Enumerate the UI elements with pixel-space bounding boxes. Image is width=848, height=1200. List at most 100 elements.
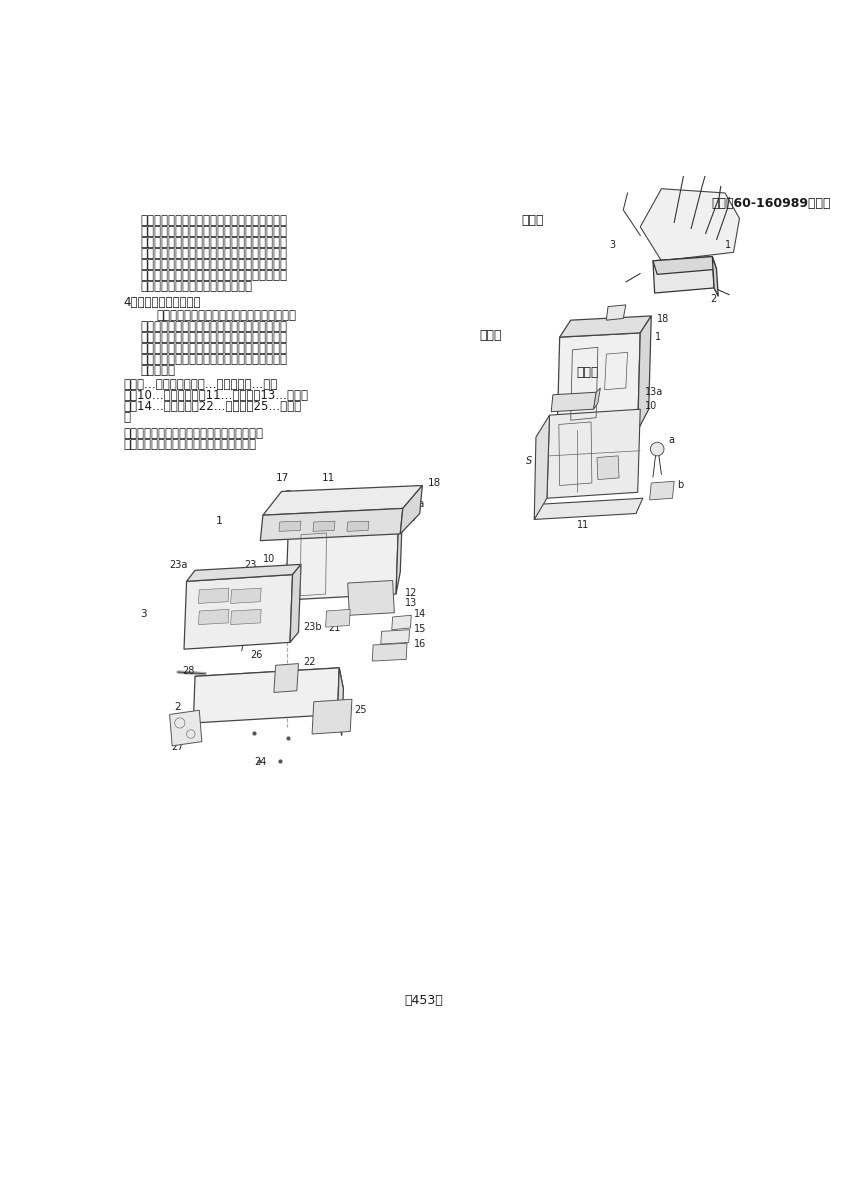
Polygon shape <box>326 610 350 628</box>
Text: 2: 2 <box>174 702 181 713</box>
Text: 第３図: 第３図 <box>577 366 600 379</box>
Text: 17: 17 <box>276 473 289 484</box>
Polygon shape <box>381 630 410 644</box>
Text: 25: 25 <box>354 704 367 715</box>
Text: パ: パ <box>123 410 130 424</box>
Text: 28: 28 <box>182 666 195 676</box>
Text: 23b: 23b <box>304 622 322 631</box>
Text: 第２図のハウス玩具を展開した状態の斜視図、: 第２図のハウス玩具を展開した状態の斜視図、 <box>140 331 287 344</box>
Polygon shape <box>313 521 335 532</box>
Text: 第４図: 第４図 <box>260 570 282 583</box>
Text: 第１図: 第１図 <box>522 214 544 227</box>
Polygon shape <box>534 415 550 520</box>
Text: 第３図は上記ハウス玩具の展開状態の斜視図で: 第３図は上記ハウス玩具の展開状態の斜視図で <box>140 342 287 355</box>
Text: 22: 22 <box>304 658 316 667</box>
Text: 20: 20 <box>384 522 397 532</box>
Polygon shape <box>260 509 403 541</box>
Polygon shape <box>263 486 422 515</box>
Text: 27: 27 <box>171 742 184 752</box>
Polygon shape <box>290 564 301 642</box>
Text: から、従来と同じくハウスの形態を変化させて: から、従来と同じくハウスの形態を変化させて <box>140 269 287 282</box>
Text: a: a <box>668 436 674 445</box>
Polygon shape <box>534 498 643 520</box>
Text: て携帯することができるので、従来全く提案実: て携帯することができるので、従来全く提案実 <box>140 226 287 238</box>
Text: 13a: 13a <box>644 386 663 397</box>
Text: 1: 1 <box>655 331 661 342</box>
Polygon shape <box>392 616 411 630</box>
Circle shape <box>650 443 664 456</box>
Text: 12: 12 <box>404 588 417 598</box>
Text: 体、10…ハウス本体、11…外壁体、13…ハト時: 体、10…ハウス本体、11…外壁体、13…ハト時 <box>123 389 308 402</box>
Polygon shape <box>347 521 369 532</box>
Text: 11: 11 <box>577 520 589 530</box>
Polygon shape <box>650 481 674 500</box>
Text: 計、14…時計本体、22…ベース、25…ストッ: 計、14…時計本体、22…ベース、25…ストッ <box>123 400 301 413</box>
Polygon shape <box>279 521 301 532</box>
Polygon shape <box>231 610 261 624</box>
Polygon shape <box>198 588 229 604</box>
Text: 図である。: 図である。 <box>140 365 175 377</box>
Text: 視図、第２図はハウス玩具の斜視図、第３図は: 視図、第２図はハウス玩具の斜視図、第３図は <box>140 320 287 334</box>
Text: 符号１…ハウス玩具、２…ベルト、３…収納: 符号１…ハウス玩具、２…ベルト、３…収納 <box>123 378 277 391</box>
Polygon shape <box>638 316 651 431</box>
Text: 15: 15 <box>414 624 427 635</box>
Polygon shape <box>551 392 596 412</box>
Text: 10: 10 <box>263 554 275 564</box>
Polygon shape <box>195 668 343 697</box>
Polygon shape <box>184 575 293 649</box>
Polygon shape <box>547 409 640 498</box>
Text: 施されなかった新規な携帯ハウス玩具を得るこ: 施されなかった新規な携帯ハウス玩具を得るこ <box>140 236 287 250</box>
Text: 1: 1 <box>216 516 223 526</box>
Text: 10: 10 <box>644 401 656 412</box>
Text: 13a: 13a <box>407 499 426 509</box>
Polygon shape <box>653 257 714 293</box>
Text: 23a: 23a <box>170 559 188 570</box>
Polygon shape <box>653 257 717 275</box>
Text: 16: 16 <box>414 638 426 649</box>
Polygon shape <box>594 388 600 409</box>
Text: 18: 18 <box>657 314 669 324</box>
Polygon shape <box>274 664 298 692</box>
Text: とができ、またこの携帯ハウス玩具はアクセサ: とができ、またこの携帯ハウス玩具はアクセサ <box>140 247 287 260</box>
Polygon shape <box>372 643 407 661</box>
Text: 4．　図面の簡単な説明: 4． 図面の簡単な説明 <box>123 296 200 310</box>
Text: 21: 21 <box>328 623 341 634</box>
Text: 14: 14 <box>414 608 426 619</box>
Polygon shape <box>193 668 339 722</box>
Polygon shape <box>312 700 352 734</box>
Polygon shape <box>187 564 301 581</box>
Polygon shape <box>400 486 422 534</box>
Text: あり、第４図は上記携帯ハウス玩具の分解斜視: あり、第４図は上記携帯ハウス玩具の分解斜視 <box>140 353 287 366</box>
Text: 2: 2 <box>711 294 717 304</box>
Polygon shape <box>557 332 640 434</box>
Polygon shape <box>338 668 343 736</box>
Polygon shape <box>286 521 399 600</box>
Text: 第１図はこの発明に依る携帯ハウス玩具の斜: 第１図はこの発明に依る携帯ハウス玩具の斜 <box>157 310 297 322</box>
Polygon shape <box>348 581 394 616</box>
Text: S: S <box>526 456 532 467</box>
Polygon shape <box>712 257 718 296</box>
Text: S: S <box>284 491 291 500</box>
Text: 11: 11 <box>322 473 336 484</box>
Text: b: b <box>677 480 683 490</box>
Text: 24: 24 <box>254 757 267 767</box>
Polygon shape <box>640 188 739 260</box>
Text: 1: 1 <box>725 240 731 250</box>
Text: 3: 3 <box>609 240 615 250</box>
Text: 13: 13 <box>404 598 416 608</box>
Text: 実用新案登録出願人　　　株式会社　タカラ: 実用新案登録出願人 株式会社 タカラ <box>123 427 263 440</box>
Polygon shape <box>597 456 619 480</box>
Polygon shape <box>396 503 403 594</box>
Polygon shape <box>606 305 626 320</box>
Polygon shape <box>198 610 229 624</box>
Polygon shape <box>288 503 403 528</box>
Text: 18: 18 <box>428 478 442 487</box>
Text: 12: 12 <box>284 588 297 598</box>
Text: 特開昭60-160989（３）: 特開昭60-160989（３） <box>711 197 831 210</box>
Text: 26: 26 <box>250 649 263 660</box>
Text: 3: 3 <box>140 608 147 619</box>
Text: 代理人　　　弁理士　　　瀬　川　幹　夫: 代理人 弁理士 瀬 川 幹 夫 <box>123 438 256 451</box>
Polygon shape <box>560 316 651 337</box>
Text: ハウス遊びを楽しむことができる。: ハウス遊びを楽しむことができる。 <box>140 281 252 293</box>
Polygon shape <box>231 588 261 604</box>
